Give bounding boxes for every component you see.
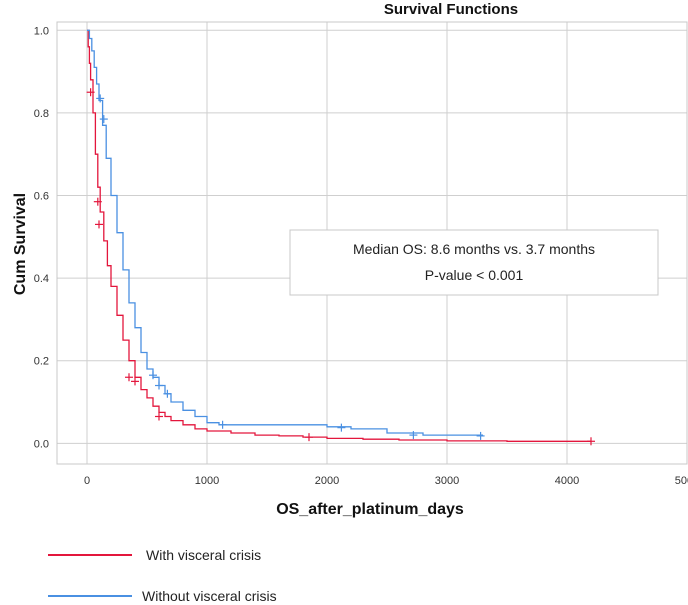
censor-mark-with-visceral-crisis (587, 437, 595, 446)
censor-mark-without-visceral-crisis (409, 431, 418, 440)
y-tick-label: 0.4 (34, 273, 49, 285)
censor-mark-without-visceral-crisis (96, 94, 105, 103)
annotation-frame (289, 229, 659, 296)
censor-mark-without-visceral-crisis (337, 423, 346, 432)
x-tick-label: 3000 (435, 475, 459, 487)
censor-mark-with-visceral-crisis (305, 433, 313, 442)
censor-mark-with-visceral-crisis (155, 412, 163, 421)
x-tick-label: 1000 (195, 475, 219, 487)
legend-label-with-visceral-crisis: With visceral crisis (146, 547, 261, 563)
censor-mark-with-visceral-crisis (93, 197, 102, 206)
y-tick-label: 0.8 (34, 108, 49, 120)
y-axis-title: Cum Survival (12, 193, 29, 295)
legend-label-without-visceral-crisis: Without visceral crisis (142, 588, 277, 604)
annotation-p-value: P-value < 0.001 (425, 267, 524, 283)
survival-curve-with-visceral-crisis (87, 29, 591, 442)
censor-mark-with-visceral-crisis (125, 373, 133, 382)
plot-frame (56, 21, 688, 465)
x-axis-title: OS_after_platinum_days (276, 501, 464, 518)
censor-mark-with-visceral-crisis (95, 220, 103, 229)
censor-mark-with-visceral-crisis (131, 377, 139, 386)
x-tick-label: 2000 (315, 475, 339, 487)
y-tick-label: 0.0 (34, 438, 49, 450)
survival-curve-without-visceral-crisis (87, 29, 483, 436)
x-tick-label: 5000 (675, 475, 688, 487)
censor-mark-without-visceral-crisis (149, 371, 157, 380)
series-layer (86, 29, 595, 446)
y-tick-label: 0.6 (34, 190, 49, 202)
legend: With visceral crisis Without visceral cr… (48, 547, 277, 604)
censor-mark-without-visceral-crisis (218, 420, 227, 429)
annotation-median-os: Median OS: 8.6 months vs. 3.7 months (353, 241, 595, 257)
censor-mark-without-visceral-crisis (155, 381, 163, 390)
annotation-box: Median OS: 8.6 months vs. 3.7 months P-v… (289, 229, 659, 296)
axis-ticks: 0 1000 2000 3000 4000 5000 0.0 0.2 0.4 0.6 0.8 1.0 (34, 25, 688, 487)
censor-mark-without-visceral-crisis (163, 389, 172, 398)
censor-mark-without-visceral-crisis (476, 431, 485, 440)
censor-mark-without-visceral-crisis (99, 115, 108, 124)
x-tick-label: 0 (84, 475, 90, 487)
censor-mark-with-visceral-crisis (86, 88, 95, 97)
y-tick-label: 1.0 (34, 25, 49, 37)
x-tick-label: 4000 (555, 475, 579, 487)
y-tick-label: 0.2 (34, 356, 49, 368)
chart-title: Survival Functions (384, 1, 518, 18)
